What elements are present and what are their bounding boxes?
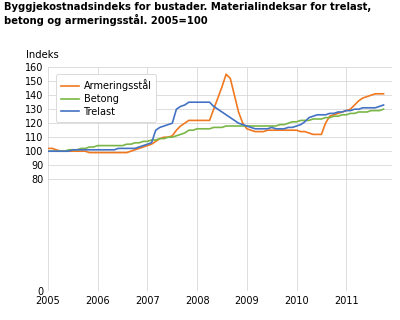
Line: Armeringsstål: Armeringsstål [48,74,384,153]
Armeringsstål [141,145,146,149]
Armeringsstål [224,72,228,76]
Armeringsstål [315,132,320,136]
Trelast [141,144,146,148]
Trelast [207,100,212,104]
Armeringsstål [128,149,133,153]
Betong [124,142,129,146]
Betong [137,141,142,145]
Trelast [319,113,324,117]
Trelast [124,147,129,150]
Text: Indeks: Indeks [26,50,59,60]
Trelast [137,145,142,149]
Betong [46,149,50,153]
Armeringsstål [323,121,328,125]
Armeringsstål [207,118,212,122]
Betong [381,107,386,111]
Trelast [186,100,191,104]
Legend: Armeringsstål, Betong, Trelast: Armeringsstål, Betong, Trelast [56,74,156,122]
Text: betong og armeringsstål. 2005=100: betong og armeringsstål. 2005=100 [4,14,208,27]
Trelast [381,103,386,107]
Betong [203,127,208,131]
Text: Byggjekostnadsindeks for bustader. Materialindeksar for trelast,: Byggjekostnadsindeks for bustader. Mater… [4,2,371,12]
Line: Betong: Betong [48,109,384,151]
Line: Trelast: Trelast [48,102,384,151]
Trelast [46,149,50,153]
Armeringsstål [87,151,92,155]
Trelast [311,114,316,118]
Armeringsstål [381,92,386,96]
Betong [306,118,311,122]
Armeringsstål [145,144,150,148]
Betong [315,117,320,121]
Armeringsstål [46,147,50,150]
Betong [141,140,146,143]
